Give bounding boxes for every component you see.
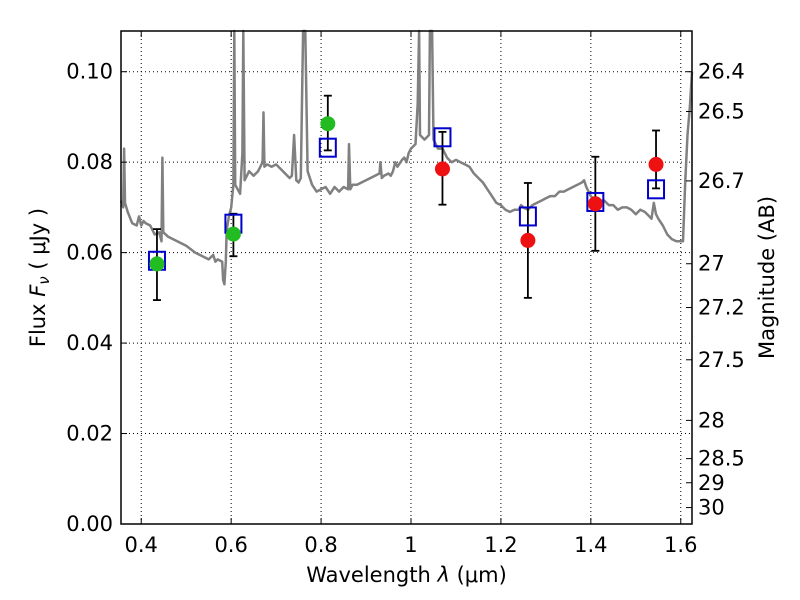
right-tick-label: 26.4 <box>698 60 745 84</box>
axis-ticks: 0.4 0.6 0.8 1 1.2 1.4 1.6 0.00 0.02 0.04 0.06 0.08 0… <box>66 31 745 557</box>
model-box <box>518 206 537 227</box>
y-tick-label: 0.00 <box>66 512 113 536</box>
x-tick-label: 1 <box>404 533 417 557</box>
observed-point <box>225 226 241 242</box>
x-tick-label: 1.4 <box>574 533 607 557</box>
y-axis-title-symbol: F <box>26 284 50 297</box>
observed-point <box>648 156 664 172</box>
right-axis-title: Magnitude (AB) <box>755 196 779 359</box>
x-tick-label: 1.6 <box>664 533 697 557</box>
right-tick-label: 29 <box>698 471 725 495</box>
observed-point <box>520 232 536 248</box>
grid-lines <box>121 31 692 525</box>
right-tick-label: 28 <box>698 408 725 432</box>
y-tick-label: 0.02 <box>66 422 113 446</box>
error-bars <box>152 94 661 302</box>
observed-point <box>434 161 450 177</box>
x-tick-label: 0.6 <box>214 533 247 557</box>
x-axis-title: Wavelength λ (μm) <box>306 563 507 587</box>
right-tick-label: 30 <box>698 496 725 520</box>
x-tick-label: 1.2 <box>484 533 517 557</box>
right-tick-label: 26.7 <box>698 169 745 193</box>
x-axis-title-symbol: λ <box>436 563 449 587</box>
right-tick-label: 26.5 <box>698 100 745 124</box>
y-axis-title-unit: ( μJy ) <box>26 208 50 276</box>
plot-frame <box>120 30 693 525</box>
y-tick-label: 0.06 <box>66 241 113 265</box>
observed-point <box>149 256 165 272</box>
spectrum-line <box>119 29 694 286</box>
y-tick-label: 0.08 <box>66 150 113 174</box>
x-tick-label: 0.4 <box>125 533 158 557</box>
model-box <box>647 179 666 200</box>
y-axis-title: Flux Fν ( μJy ) <box>26 208 53 347</box>
right-tick-label: 27.2 <box>698 296 745 320</box>
model-box <box>433 127 452 148</box>
y-axis-title-subscript: ν <box>35 276 53 284</box>
x-axis-title-unit: (μm) <box>450 563 507 587</box>
observed-point <box>587 196 603 212</box>
right-tick-label: 27 <box>698 252 725 276</box>
y-tick-label: 0.04 <box>66 331 113 355</box>
right-tick-label: 27.5 <box>698 348 745 372</box>
observed-point <box>320 116 336 132</box>
x-tick-label: 0.8 <box>304 533 337 557</box>
y-tick-label: 0.10 <box>66 60 113 84</box>
observed-flux-points <box>149 116 664 272</box>
right-tick-label: 28.5 <box>698 447 745 471</box>
model-spectrum <box>119 29 694 286</box>
x-axis-title-prefix: Wavelength <box>306 563 437 587</box>
y-axis-title-prefix: Flux <box>26 297 50 347</box>
model-box <box>318 137 337 158</box>
